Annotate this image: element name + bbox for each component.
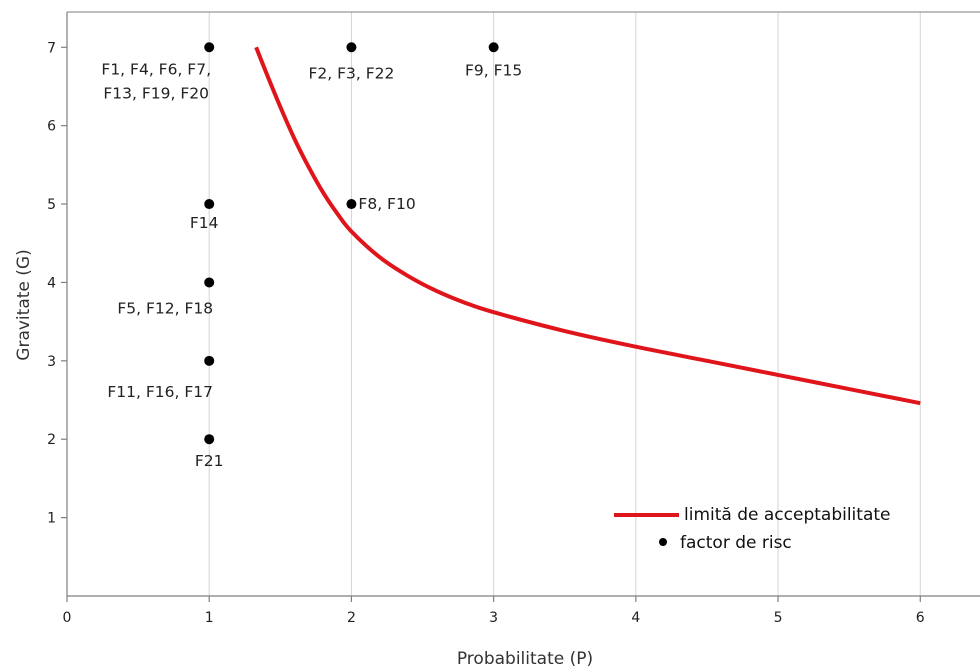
risk-factor-label: F1, F4, F6, F7, F13, F19, F20 xyxy=(101,60,211,102)
x-tick-label: 0 xyxy=(63,610,72,626)
acceptability-limit-curve xyxy=(254,46,921,406)
legend-point-swatch xyxy=(659,538,667,546)
x-tick-label: 3 xyxy=(489,610,498,626)
risk-factor-label: F21 xyxy=(195,452,224,470)
risk-factor-points xyxy=(204,42,499,445)
x-tick-label: 5 xyxy=(774,610,783,626)
risk-factor-label: F8, F10 xyxy=(358,195,415,213)
risk-factor-point xyxy=(346,42,357,53)
legend: limită de acceptabilitate factor de risc xyxy=(614,505,890,553)
risk-factor-label: F5, F12, F18 xyxy=(117,299,213,317)
risk-factor-label: F9, F15 xyxy=(465,61,522,79)
risk-factor-label: F14 xyxy=(190,214,219,232)
y-tick-label: 3 xyxy=(47,354,56,370)
y-tick-label: 2 xyxy=(47,432,56,448)
risk-factor-point xyxy=(204,277,215,288)
y-tick-label: 1 xyxy=(47,511,56,527)
x-axis-ticks: 0 1 2 3 4 5 6 xyxy=(63,596,925,626)
risk-factor-point xyxy=(204,42,215,53)
x-tick-label: 4 xyxy=(631,610,640,626)
risk-factor-labels: F1, F4, F6, F7, F13, F19, F20 F2, F3, F22 F… xyxy=(101,60,522,470)
y-tick-label: 4 xyxy=(47,275,56,291)
plot-frame xyxy=(66,11,980,597)
y-tick-label: 7 xyxy=(47,40,56,56)
risk-factor-point xyxy=(346,199,357,210)
grid-lines xyxy=(208,12,921,596)
legend-label-limit: limită de acceptabilitate xyxy=(684,505,890,525)
risk-factor-label: F2, F3, F22 xyxy=(308,64,394,82)
risk-factor-point xyxy=(204,434,215,445)
risk-factor-point xyxy=(204,355,215,366)
y-tick-label: 6 xyxy=(47,119,56,135)
legend-label-factor: factor de risc xyxy=(680,533,792,553)
x-tick-label: 1 xyxy=(205,610,214,626)
risk-factor-label: F11, F16, F17 xyxy=(107,383,213,401)
y-axis-ticks: 1 2 3 4 5 6 7 xyxy=(47,40,67,527)
x-tick-label: 6 xyxy=(916,610,925,626)
x-axis-title: Probabilitate (P) xyxy=(457,649,593,669)
x-tick-label: 2 xyxy=(347,610,356,626)
risk-factor-point xyxy=(488,42,499,53)
y-axis-title: Gravitate (G) xyxy=(14,249,34,360)
y-tick-label: 5 xyxy=(47,197,56,213)
risk-factor-point xyxy=(204,199,215,210)
